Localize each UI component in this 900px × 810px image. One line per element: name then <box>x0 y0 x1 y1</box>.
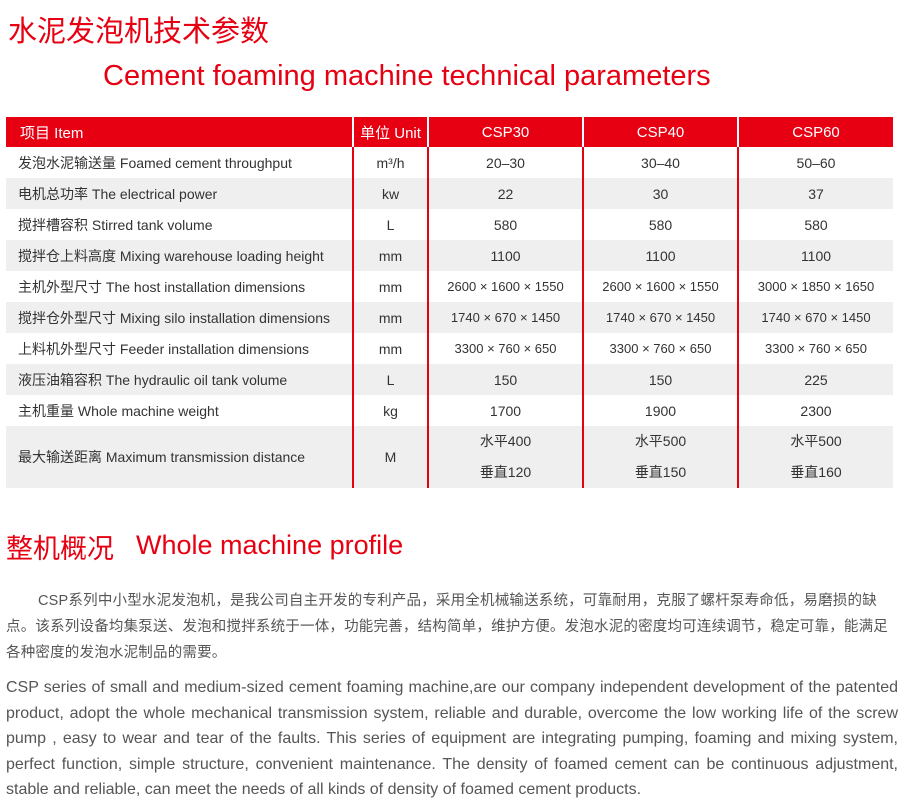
table-cell: 580 <box>583 209 739 240</box>
table-cell: 3300 × 760 × 650 <box>583 333 739 364</box>
table-cell: 水平500 垂直150 <box>583 426 739 488</box>
cell-line: 垂直160 <box>790 464 842 480</box>
table-cell: 最大输送距离 Maximum transmission distance <box>6 426 354 488</box>
table-cell: 3300 × 760 × 650 <box>428 333 584 364</box>
table-row: 电机总功率 The electrical power kw 22 30 37 <box>6 178 893 209</box>
table-cell: 150 <box>428 364 584 395</box>
table-cell: 1740 × 670 × 1450 <box>583 302 739 333</box>
table-cell: 1700 <box>428 395 584 426</box>
table-cell: 2300 <box>800 402 832 419</box>
table-cell: 上料机外型尺寸 Feeder installation dimensions <box>6 333 354 364</box>
table-cell: 22 <box>428 178 584 209</box>
table-cell: 水平400 垂直120 <box>428 426 584 488</box>
column-header: CSP30 <box>428 117 584 147</box>
table-cell: 150 <box>583 364 739 395</box>
table-row: 搅拌仓上料高度 Mixing warehouse loading height m… <box>6 240 893 271</box>
table-cell: mm <box>353 240 429 271</box>
table-cell: 搅拌仓上料高度 Mixing warehouse loading height <box>6 240 354 271</box>
section-title-en: Whole machine profile <box>136 530 404 560</box>
column-header: 项目 Item <box>6 117 354 147</box>
section-title-cn: 整机概况 <box>6 534 114 564</box>
table-header-row: 项目 Item 单位 Unit CSP30 CSP40 CSP60 <box>6 117 893 147</box>
table-cell: m³/h <box>353 147 429 178</box>
table-cell: 2600 × 1600 × 1550 <box>428 271 584 302</box>
table-cell: 1100 <box>583 240 739 271</box>
table-cell: 1740 × 670 × 1450 <box>428 302 584 333</box>
table-cell: 20–30 <box>428 147 584 178</box>
table-row: 上料机外型尺寸 Feeder installation dimensions mm… <box>6 333 893 364</box>
table-row: 主机重量 Whole machine weight kg 1700 1900 2300 <box>6 395 893 426</box>
page-title-en: Cement foaming machine technical paramet… <box>103 60 711 92</box>
table-row: 最大输送距离 Maximum transmission distance M 水平4… <box>6 426 893 488</box>
table-cell: 搅拌槽容积 Stirred tank volume <box>6 209 354 240</box>
table-row: 搅拌仓外型尺寸 Mixing silo installation dimensi… <box>6 302 893 333</box>
table-cell: 50–60 <box>796 154 836 171</box>
table-cell: 液压油箱容积 The hydraulic oil tank volume <box>6 364 354 395</box>
table-cell: 主机重量 Whole machine weight <box>6 395 354 426</box>
cell-line: 水平400 <box>479 433 532 449</box>
table-cell: L <box>353 209 429 240</box>
table-cell: 2600 × 1600 × 1550 <box>583 271 739 302</box>
table-cell: 30–40 <box>583 147 739 178</box>
cell-line: 垂直120 <box>479 464 532 480</box>
table-row: 搅拌槽容积 Stirred tank volume L 580 580 580 <box>6 209 893 240</box>
table-cell: 225 <box>738 364 893 395</box>
table-cell: kw <box>353 178 429 209</box>
table-row: 发泡水泥输送量 Foamed cement throughput m³/h 20–3… <box>6 147 893 178</box>
table-cell: 37 <box>738 178 893 209</box>
table-cell: 1900 <box>583 395 739 426</box>
table-cell: 3000 × 1850 × 1650 <box>757 279 875 294</box>
profile-paragraph-cn: CSP系列中小型水泥发泡机，是我公司自主开发的专利产品，采用全机械输送系统，可靠… <box>6 593 888 661</box>
table-cell: L <box>353 364 429 395</box>
cell-line: 水平500 <box>634 433 687 449</box>
table-cell: 搅拌仓外型尺寸 Mixing silo installation dimensi… <box>6 302 354 333</box>
table-cell: 3300 × 760 × 650 <box>765 341 867 356</box>
column-header: CSP40 <box>583 117 739 147</box>
table-cell: 1100 <box>428 240 584 271</box>
profile-paragraph-en: CSP series of small and medium-sized cem… <box>6 679 898 798</box>
table-cell: mm <box>353 333 429 364</box>
table-cell: 水平500 垂直160 <box>738 426 893 488</box>
cell-line: 水平500 <box>790 433 842 449</box>
table-cell: 580 <box>428 209 584 240</box>
table-cell: M <box>353 426 429 488</box>
spec-table: 项目 Item 单位 Unit CSP30 CSP40 CSP60 发泡水泥输送量 Fo… <box>6 117 893 488</box>
table-row: 主机外型尺寸 The host installation dimensions m… <box>6 271 893 302</box>
page-title-cn: 水泥发泡机技术参数 <box>8 16 270 48</box>
column-header: 单位 Unit <box>353 117 429 147</box>
table-cell: 发泡水泥输送量 Foamed cement throughput <box>6 147 354 178</box>
table-cell: kg <box>353 395 429 426</box>
table-cell: 580 <box>804 216 828 233</box>
table-cell: 1100 <box>738 240 893 271</box>
cell-line: 垂直150 <box>634 464 687 480</box>
table-cell: 30 <box>583 178 739 209</box>
table-cell: mm <box>353 302 429 333</box>
table-cell: 主机外型尺寸 The host installation dimensions <box>6 271 354 302</box>
table-cell: mm <box>353 271 429 302</box>
table-row: 液压油箱容积 The hydraulic oil tank volume L 150… <box>6 364 893 395</box>
table-cell: 1740 × 670 × 1450 <box>738 302 893 333</box>
table-cell: 电机总功率 The electrical power <box>6 178 354 209</box>
column-header: CSP60 <box>738 117 893 147</box>
